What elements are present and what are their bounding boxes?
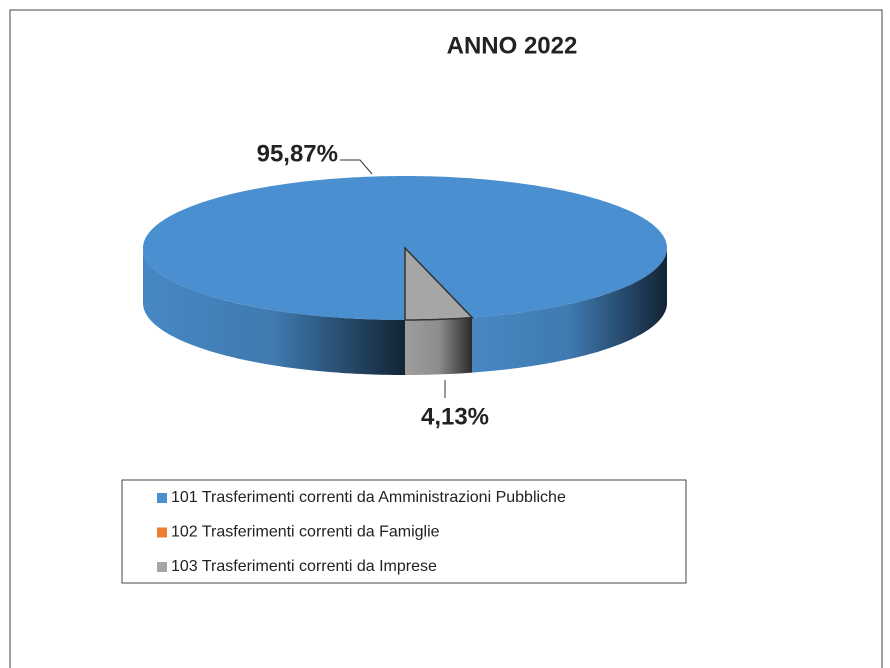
slice-side-shade xyxy=(472,248,667,373)
legend-swatch xyxy=(157,493,167,503)
legend-label: 101 Trasferimenti correnti da Amministra… xyxy=(171,489,566,506)
legend-box xyxy=(121,479,687,584)
data-label: 4,13% xyxy=(421,403,489,430)
legend-swatch xyxy=(157,527,167,538)
data-label: 95,87% xyxy=(257,140,338,167)
slice-side-shade xyxy=(143,248,405,375)
chart-title: ANNO 2022 xyxy=(447,32,578,59)
leader-line xyxy=(340,159,373,175)
slice xyxy=(404,246,474,321)
slice-side-shade xyxy=(405,317,473,375)
legend-label: 103 Trasferimenti correnti da Imprese xyxy=(171,558,437,575)
legend-label: 102 Trasferimenti correnti da Famiglie xyxy=(171,524,440,541)
legend-swatch xyxy=(157,562,167,572)
frame xyxy=(9,9,883,668)
